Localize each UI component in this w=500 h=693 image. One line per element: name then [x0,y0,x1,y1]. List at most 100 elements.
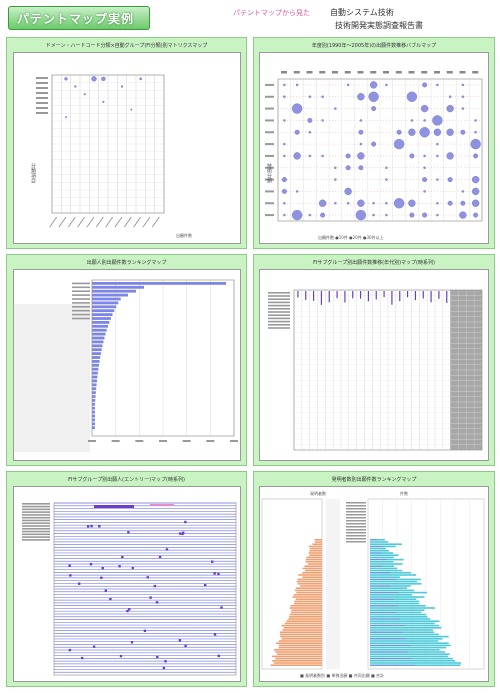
left-bar [273,662,322,664]
row-label [346,523,366,525]
bubble [321,154,324,158]
bar [92,297,121,301]
row-label [268,304,290,307]
panel-2: 年度別(1990年〜2005年)の出願件数推移バブルマップ 技術分類 出願件数 … [253,37,495,249]
tick-label [230,440,238,442]
bubble [283,213,286,217]
series-mark [383,291,385,298]
entry-mark [121,555,124,559]
bar [92,289,136,293]
bubble [446,128,454,136]
inventor-chart: 発明者数 件数 ■ 発明者数別 ■ 単独出願 ■ 共同出願 ■ 合計 [259,486,489,682]
entry-mark [130,641,134,644]
bar [92,324,108,328]
bar-label [72,286,90,289]
row-label [265,143,274,146]
bubble [423,166,426,170]
matrix-bubble [139,77,143,81]
right-bar [370,554,399,556]
series-mark [406,291,409,298]
bubble [283,154,286,158]
row-label [22,530,50,533]
right-bar [370,629,433,631]
panel-title: ドメーン・ハードコード分類×自動グループ(FI分類)別マトリクスマップ [45,43,208,49]
left-bar [312,543,322,545]
column-label [67,216,76,228]
entry-mark [155,601,159,604]
row-label [346,532,366,534]
bar-label [72,282,90,285]
bar [92,426,95,430]
left-bar [296,591,322,594]
bubble [460,200,466,206]
column-label [123,216,132,228]
series-mark [399,291,401,302]
row-label [265,190,274,193]
ranking-chart [13,269,241,461]
year-label [446,71,453,74]
left-bar [307,563,322,565]
bubble [359,119,363,122]
left-bar [286,620,322,622]
header-subtitle: パテントマップから見た [233,9,310,17]
bubble [446,104,454,113]
panel-title: 出願人別出願件数ランキングマップ [86,260,167,266]
timeseries-chart [259,269,489,461]
bar [92,336,105,340]
entry-mark [89,562,93,566]
bubble [371,106,377,112]
left-bar [281,624,322,627]
row-label [346,517,366,519]
left-bar [278,646,322,649]
year-label [293,71,300,74]
right-sub-bar [370,559,387,560]
panel-1: ドメーン・ハードコード分類×自動グループ(FI分類)別マトリクスマップ 分類項目… [6,37,247,249]
row-label [268,314,290,316]
series-mark [344,291,346,303]
right-bar [370,602,419,605]
entry-mark [156,655,159,659]
panel-6: 発明者数別出願件数ランキングマップ 発明者数 件数 ■ 発明者数別 ■ 単独出願… [253,471,495,687]
series-mark [305,291,307,300]
entry-mark [178,532,182,535]
bar [92,282,226,285]
column-label [77,216,86,228]
left-bar [280,633,322,636]
row-label [22,505,50,508]
right-bar [370,651,446,653]
column-label [49,216,58,228]
right-bar [370,646,447,649]
entry-mark [68,564,71,567]
bubble [308,131,312,134]
left-bar [289,607,322,609]
side-label: 分類項目 [30,163,36,183]
bubble [436,142,439,146]
bar [92,317,111,320]
right-sub-bar [370,579,396,580]
row-label [346,511,366,513]
entry-mark [118,565,121,568]
bubble [410,119,414,122]
year-label [357,71,364,74]
bubble [461,190,465,193]
row-label [346,541,366,543]
right-bar [370,552,394,554]
left-bar [295,587,322,589]
bubble [433,128,442,136]
series-mark [328,291,330,303]
bubble [471,199,480,207]
right-sub-bar [370,539,378,541]
right-sub-bar [370,546,383,547]
bubble [345,153,351,159]
entry-mark [211,560,214,563]
right-bar [370,627,442,629]
left-bar [295,598,322,600]
row-label [36,92,48,94]
label-area [14,304,90,452]
bar [92,301,119,305]
right-bar [370,642,449,644]
entry-mark [101,566,104,570]
left-bar [302,567,322,570]
title-badge: パテントマップ実例 [8,6,150,30]
left-bar [293,602,322,605]
